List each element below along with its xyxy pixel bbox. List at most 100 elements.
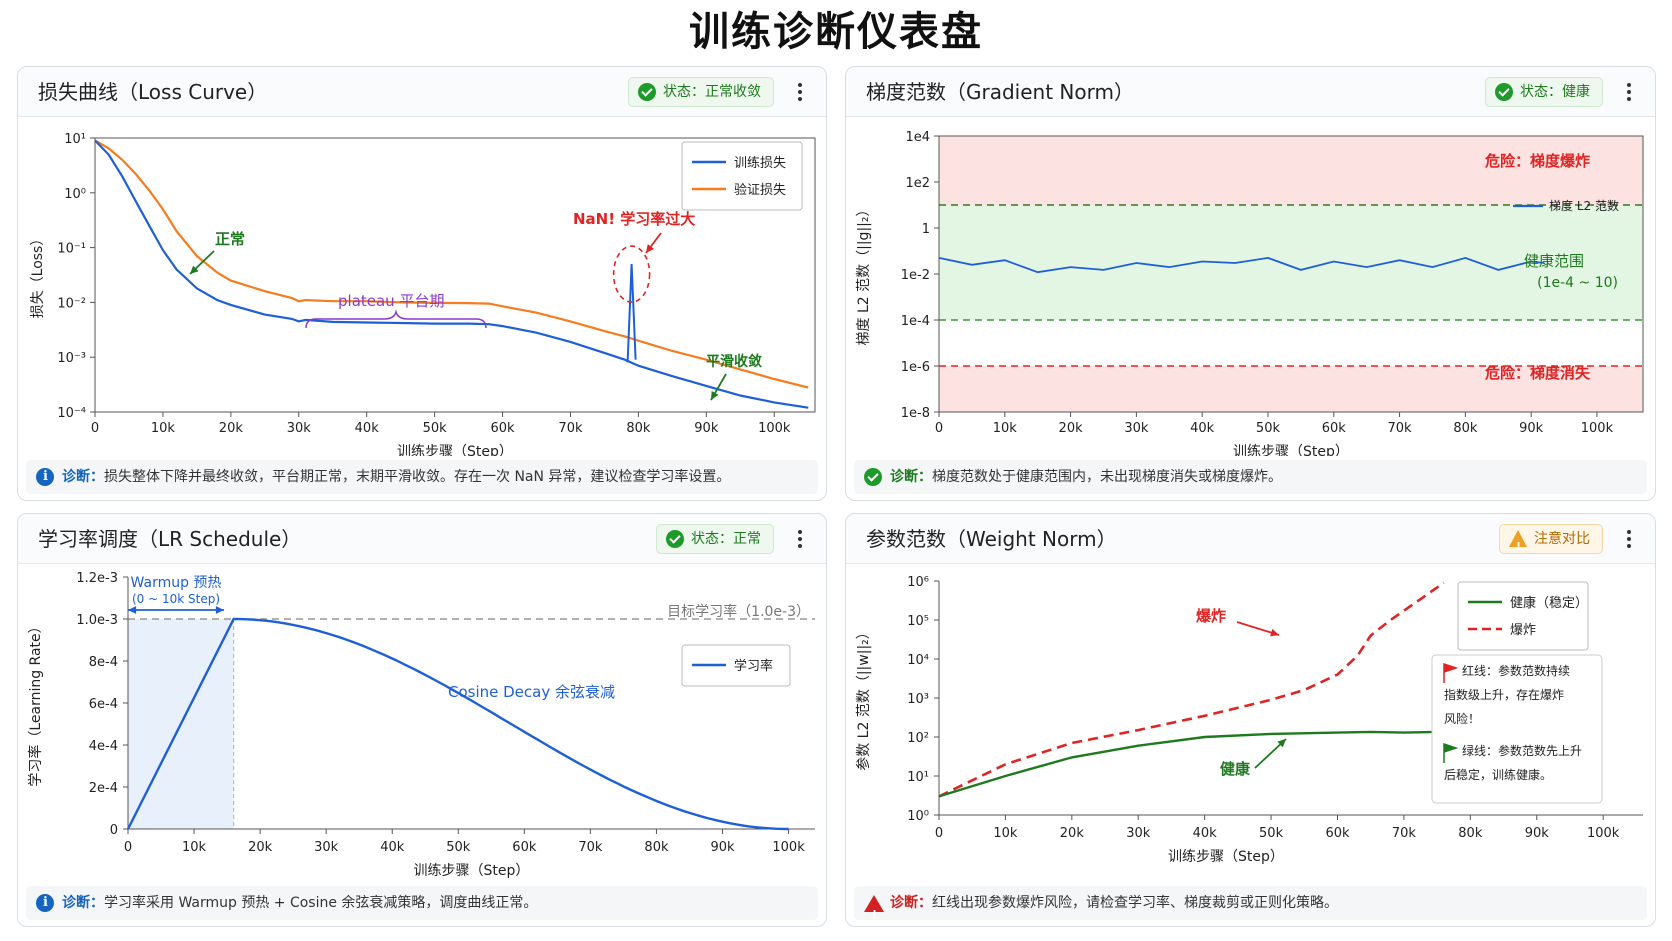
series-line-explode (938, 581, 1445, 798)
warmup-annotation-2: (0 ~ 10k Step) (132, 592, 220, 606)
lr-status-badge: 状态：正常 (656, 524, 774, 554)
warmup-arrow-right-head (215, 606, 224, 614)
x-axis-label: 训练步骤（Step） (397, 444, 513, 456)
lr-panel-header: 学习率调度（LR Schedule） 状态：正常 (18, 514, 826, 564)
y-axis-label: 参数 L2 范数（||w||₂） (855, 625, 872, 771)
series-line-grad (938, 256, 1545, 274)
x-axis-label: 训练步骤（Step） (1168, 849, 1284, 865)
lr-panel-title: 学习率调度（LR Schedule） (38, 527, 302, 551)
x-tick-label: 40k (1190, 421, 1215, 436)
explode-arrow-head (1270, 628, 1279, 637)
loss-legend (681, 141, 803, 211)
y-tick-label: 10¹ (64, 132, 86, 147)
nan-annotation: NaN! 学习率过大 (573, 210, 695, 228)
y-tick-label: 1e-8 (901, 406, 930, 421)
x-tick-label: 100k (1581, 421, 1614, 436)
weight-legend (1457, 581, 1589, 651)
grad-diagnosis: 诊断：梯度范数处于健康范围内，未出现梯度消失或梯度爆炸。 (854, 460, 1647, 494)
x-tick-label: 40k (1193, 826, 1218, 841)
y-axis-label: 损失（Loss） (30, 232, 46, 319)
y-tick-label: 10⁻² (57, 296, 86, 311)
normal-arrow-head (190, 265, 199, 274)
check-circle-icon (864, 468, 882, 486)
weight-panel: 参数范数（Weight Norm） 注意对比 0 10k 20k 30k 40k 50k 6… (845, 513, 1656, 927)
x-tick-label: 60k (1322, 421, 1347, 436)
lr-more-icon[interactable] (790, 528, 810, 550)
converge-annotation: 平滑收敛 (706, 353, 762, 370)
weight-chart: 0 10k 20k 30k 40k 50k 60k 70k 80k 90k 100k 10⁶ 10⁵ 10… (855, 575, 1643, 865)
loss-panel-header: 损失曲线（Loss Curve） 状态：正常收敛 (18, 67, 826, 117)
explode-annotation: 爆炸 (1196, 607, 1226, 625)
lr-diag-text: 学习率采用 Warmup 预热 + Cosine 余弦衰减策略，调度曲线正常。 (104, 895, 538, 911)
x-tick-label: 60k (1325, 826, 1350, 841)
y-axis-label: 梯度 L2 范数（||g||₂） (855, 203, 872, 346)
plateau-annotation: plateau 平台期 (338, 292, 444, 310)
loss-more-icon[interactable] (790, 81, 810, 103)
grad-panel: 梯度范数（Gradient Norm） 状态：健康 0 10k 20k 30k 40k 5… (845, 66, 1656, 501)
legend-label: 训练损失 (734, 156, 786, 171)
nan-arrow-head (646, 244, 654, 253)
check-circle-icon (666, 530, 684, 548)
nan-spike (626, 264, 637, 363)
weight-diag-text: 红线出现参数爆炸风险，请检查学习率、梯度裁剪或正则化策略。 (932, 895, 1338, 911)
x-tick-label: 40k (380, 840, 405, 855)
x-tick-label: 80k (1458, 826, 1483, 841)
loss-diag-label: 诊断： (62, 469, 104, 485)
grad-more-icon[interactable] (1619, 81, 1639, 103)
weight-panel-title: 参数范数（Weight Norm） (866, 527, 1117, 551)
explode-annotation: 危险：梯度爆炸 (1485, 152, 1590, 170)
lr-legend (681, 644, 791, 687)
note-red-line-2: 指数级上升，存在爆炸 (1444, 687, 1564, 702)
grad-diag-label: 诊断： (890, 469, 932, 485)
note-red-line-1: 红线：参数范数持续 (1462, 663, 1570, 678)
x-axis-label: 训练步骤（Step） (414, 863, 530, 879)
x-tick-label: 20k (1059, 421, 1084, 436)
loss-status-text: 状态：正常收敛 (663, 84, 761, 100)
y-tick-label: 10⁰ (64, 187, 86, 202)
converge-arrow-head (711, 391, 719, 400)
y-tick-label: 1.0e-3 (76, 613, 118, 628)
nan-circle (612, 245, 651, 303)
lr-panel: 学习率调度（LR Schedule） 状态：正常 0 10k 20k 30k 40k 50… (17, 513, 827, 927)
x-tick-label: 60k (491, 421, 516, 436)
y-tick-label: 1e2 (905, 176, 930, 191)
plateau-brace (305, 309, 487, 329)
check-circle-icon (1495, 83, 1513, 101)
x-tick-label: 10k (993, 826, 1018, 841)
y-tick-label: 10³ (907, 692, 929, 707)
y-tick-label: 0 (110, 823, 118, 838)
plot-frame (94, 137, 816, 413)
loss-status-badge: 状态：正常收敛 (628, 77, 774, 107)
info-icon (36, 894, 54, 912)
series-line-healthy (938, 730, 1484, 798)
y-tick-label: 1e-4 (901, 314, 930, 329)
x-tick-label: 0 (124, 840, 132, 855)
lr-diag-label: 诊断： (62, 895, 104, 911)
x-tick-label: 30k (1126, 826, 1151, 841)
y-tick-label: 8e-4 (89, 655, 118, 670)
x-tick-label: 20k (219, 421, 244, 436)
y-tick-label: 4e-4 (89, 739, 118, 754)
weight-more-icon[interactable] (1619, 528, 1639, 550)
x-tick-label: 10k (151, 421, 176, 436)
x-tick-label: 40k (355, 421, 380, 436)
series-line-lr (126, 617, 789, 831)
y-tick-label: 6e-4 (89, 697, 118, 712)
green-flag-icon (1443, 742, 1459, 763)
weight-panel-header: 参数范数（Weight Norm） 注意对比 (846, 514, 1655, 564)
loss-panel: 损失曲线（Loss Curve） 状态：正常收敛 0 10k 20k 30k 40k 50… (17, 66, 827, 501)
x-tick-label: 90k (710, 840, 735, 855)
x-tick-label: 100k (758, 421, 791, 436)
x-tick-label: 80k (644, 840, 669, 855)
vanish-annotation: 危险：梯度消失 (1485, 364, 1591, 382)
series-line-train (94, 139, 809, 409)
grad-panel-title: 梯度范数（Gradient Norm） (866, 80, 1134, 104)
x-tick-label: 100k (772, 840, 805, 855)
weight-status-text: 注意对比 (1534, 531, 1590, 547)
page-title: 训练诊断仪表盘 (689, 9, 983, 55)
x-tick-label: 50k (1259, 826, 1284, 841)
target-lr-annotation: 目标学习率（1.0e-3） (667, 603, 810, 620)
loss-diagnosis: 诊断：损失整体下降并最终收敛，平台期正常，末期平滑收敛。存在一次 NaN 异常，… (26, 460, 818, 494)
y-tick-label: 2e-4 (89, 781, 118, 796)
y-tick-label: 10⁶ (907, 575, 929, 590)
